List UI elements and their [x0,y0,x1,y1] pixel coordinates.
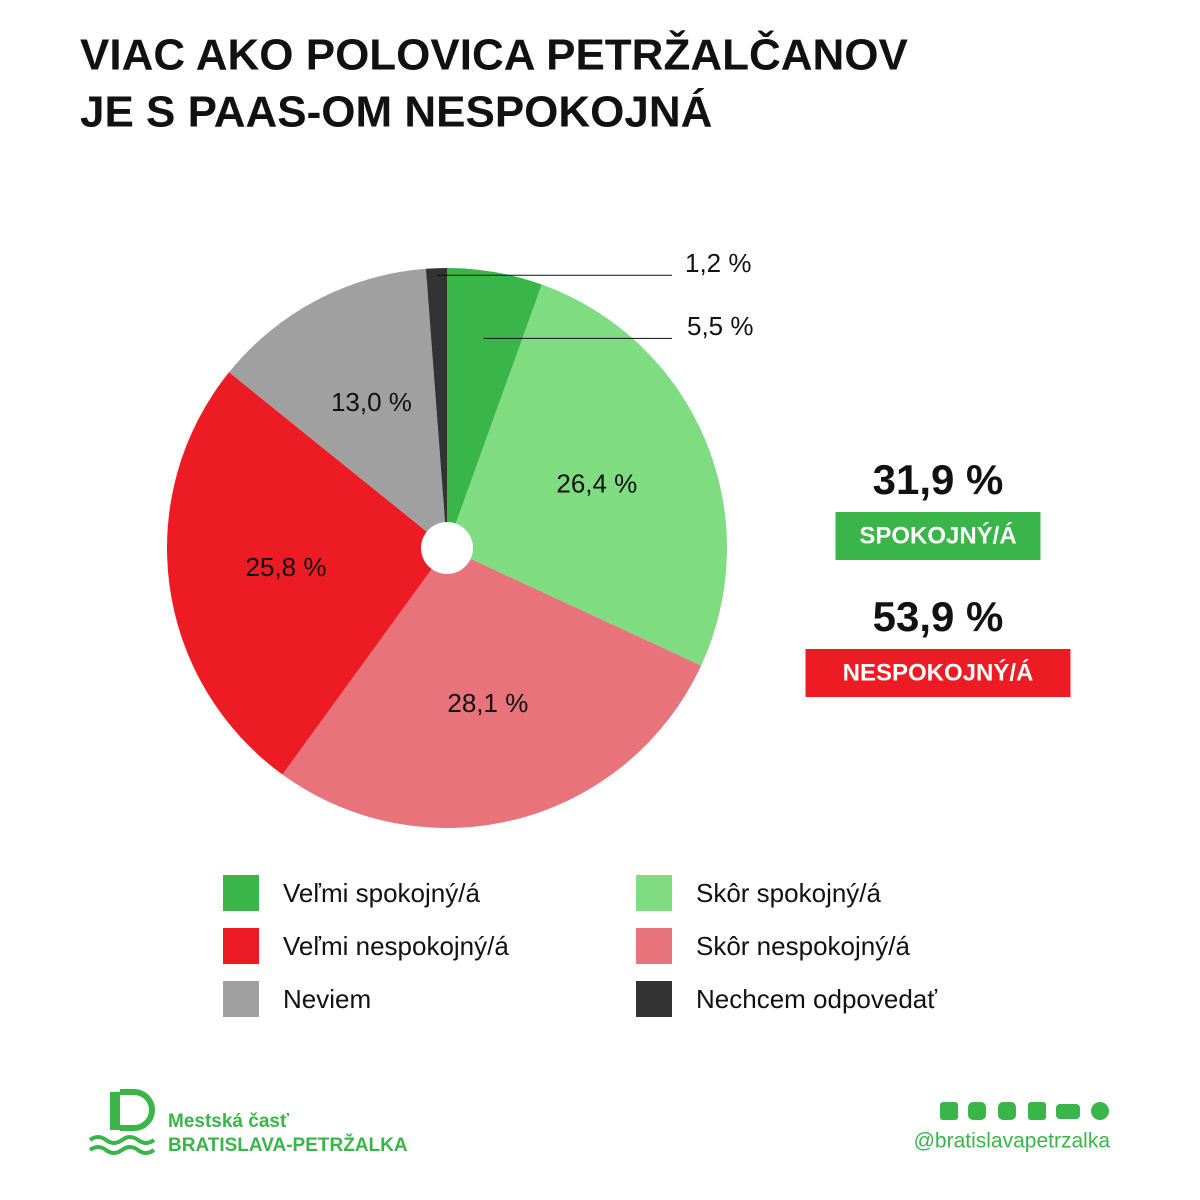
pie-slice [425,268,447,548]
legend-swatch [223,928,259,964]
pie-slice [166,372,447,775]
value-label: 13,0 % [331,387,412,417]
legend-swatch [223,981,259,1017]
summary-box [805,649,1071,697]
org-name: BRATISLAVA-PETRŽALKA [168,1134,408,1156]
pie-hole [421,522,473,574]
title-line: VIAC AKO POLOVICA PETRŽALČANOV [80,29,909,80]
value-label: 28,1 % [447,688,528,718]
value-label: 25,8 % [246,552,327,582]
legend-swatch [636,981,672,1017]
pie-slice [229,268,447,548]
social-icons [940,1102,1109,1120]
summary-label: NESPOKOJNÝ/Á [843,658,1034,686]
value-label: 1,2 % [685,248,752,278]
legend-label: Neviem [283,984,371,1014]
summary-value: 31,9 % [873,456,1004,503]
legend-label: Veľmi spokojný/á [283,878,480,908]
title-line: JE S PAAS-OM NESPOKOJNÁ [80,87,712,137]
value-label: 26,4 % [556,468,637,498]
legend-label: Nechcem odpovedať [696,984,937,1014]
legend-swatch [636,875,672,911]
legend-swatch [636,928,672,964]
pie-slice [447,284,728,666]
legend-label: Veľmi nespokojný/á [283,931,509,961]
social-handle: @bratislavapetrzalka [914,1130,1111,1153]
legend-label: Skôr spokojný/á [696,878,882,908]
legend-swatch [223,875,259,911]
summary-value: 53,9 % [873,593,1004,640]
summary-label: SPOKOJNÝ/Á [859,521,1016,549]
org-name: Mestská časť [168,1111,290,1132]
summary-box [835,512,1041,560]
pie-slice [282,548,702,828]
value-label: 5,5 % [687,311,754,341]
logo [88,1089,156,1155]
legend-label: Skôr nespokojný/á [696,931,910,961]
